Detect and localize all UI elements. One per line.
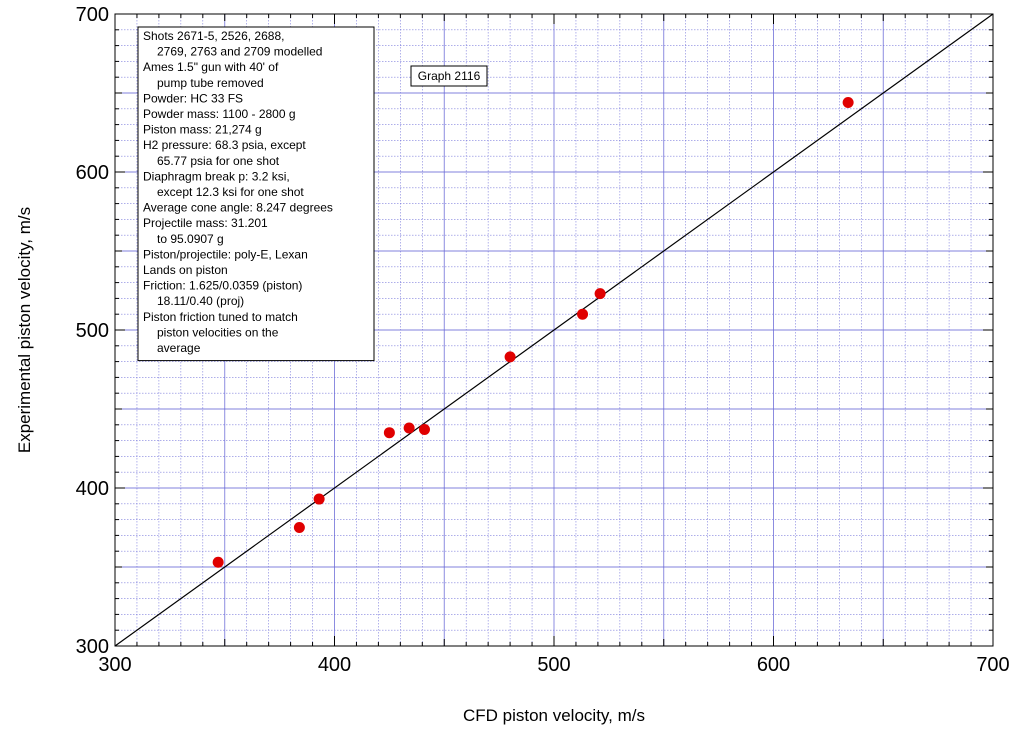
annotation-line: average xyxy=(157,341,201,355)
annotation-box: Shots 2671-5, 2526, 2688, 2769, 2763 and … xyxy=(137,26,375,362)
annotation-line: 65.77 psia for one shot xyxy=(157,154,280,168)
data-point xyxy=(293,522,305,533)
y-tick-label: 700 xyxy=(76,4,109,26)
y-tick-label: 300 xyxy=(76,636,109,658)
x-tick-label: 300 xyxy=(98,654,131,676)
x-tick-labels: 300 400 500 600 700 xyxy=(98,654,1009,676)
reference-line xyxy=(114,13,994,647)
data-point xyxy=(418,424,430,436)
graph-label-box: Graph 2116 xyxy=(410,65,488,87)
annotation-line: Diaphragm break p: 3.2 ksi, xyxy=(143,169,290,183)
annotation-line: to 95.0907 g xyxy=(157,232,224,246)
annotation-lines: Shots 2671-5, 2526, 2688, 2769, 2763 and … xyxy=(143,29,333,355)
reference-line-layer xyxy=(114,13,994,647)
data-point xyxy=(403,422,415,434)
annotation-line: pump tube removed xyxy=(157,76,264,90)
data-point xyxy=(383,427,395,439)
x-tick-label: 400 xyxy=(318,654,351,676)
annotation-line: except 12.3 ksi for one shot xyxy=(157,185,304,199)
y-tick-label: 600 xyxy=(76,162,109,184)
data-point xyxy=(842,96,854,108)
x-tick-label: 600 xyxy=(757,654,790,676)
annotation-line: piston velocities on the xyxy=(157,325,279,339)
data-point xyxy=(313,493,325,505)
annotation-line: Piston/projectile: poly-E, Lexan xyxy=(143,247,308,261)
annotation-line: Lands on piston xyxy=(143,263,228,277)
x-axis-title: CFD piston velocity, m/s xyxy=(463,706,645,725)
y-axis-title: Experimental piston velocity, m/s xyxy=(15,207,34,453)
annotation-line: Friction: 1.625/0.0359 (piston) xyxy=(143,279,302,293)
data-points xyxy=(212,96,854,568)
annotation-line: Shots 2671-5, 2526, 2688, xyxy=(143,29,284,43)
annotation-line: Powder: HC 33 FS xyxy=(143,91,243,105)
annotation-box-frame xyxy=(137,26,375,362)
annotation-line: Projectile mass: 31.201 xyxy=(143,216,268,230)
data-point xyxy=(504,351,516,363)
annotation-line: Ames 1.5" gun with 40' of xyxy=(143,60,279,74)
annotation-line: Piston mass: 21,274 g xyxy=(143,123,262,137)
annotation-line: Piston friction tuned to match xyxy=(143,310,298,324)
graph-label-frame xyxy=(410,65,488,87)
annotation-line: H2 pressure: 68.3 psia, except xyxy=(143,138,306,152)
annotation-line: Powder mass: 1100 - 2800 g xyxy=(143,107,296,121)
y-tick-labels: 300 400 500 600 700 xyxy=(76,4,109,658)
y-tick-label: 500 xyxy=(76,320,109,342)
annotation-line: 2769, 2763 and 2709 modelled xyxy=(157,45,322,59)
x-tick-label: 500 xyxy=(537,654,570,676)
data-point xyxy=(594,288,606,300)
data-point xyxy=(577,308,589,320)
y-tick-label: 400 xyxy=(76,478,109,500)
annotation-line: Average cone angle: 8.247 degrees xyxy=(143,201,333,215)
x-tick-label: 700 xyxy=(976,654,1009,676)
axis-ticks xyxy=(114,13,994,647)
annotation-line: 18.11/0.40 (proj) xyxy=(157,294,244,308)
graph-label: Graph 2116 xyxy=(418,69,481,83)
data-point xyxy=(212,556,224,568)
